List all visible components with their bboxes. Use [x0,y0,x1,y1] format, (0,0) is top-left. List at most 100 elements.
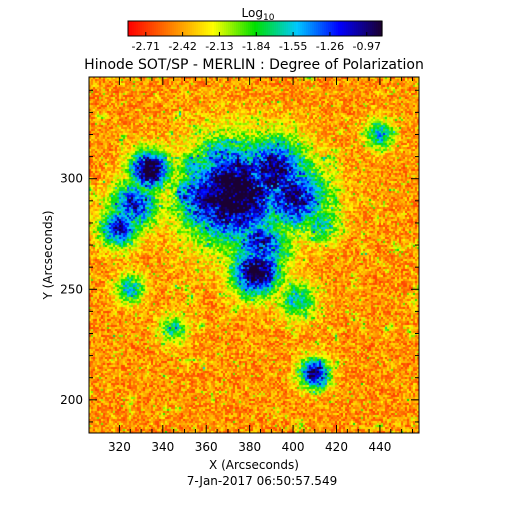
colorbar-segment [342,21,345,36]
colorbar-segment [178,21,181,36]
colorbar-segment [296,21,299,36]
colorbar-segment [298,21,301,36]
colorbar-segment [286,21,289,36]
colorbar-segment [306,21,309,36]
colorbar-segment [348,21,351,36]
colorbar-tick-label: -1.26 [316,40,344,53]
colorbar-segment [250,21,253,36]
colorbar-segment [254,21,257,36]
colorbar-segment [380,21,383,36]
colorbar-segment [316,21,319,36]
colorbar-segment [354,21,357,36]
colorbar [128,21,383,36]
colorbar-segment [334,21,337,36]
colorbar-segment [268,21,271,36]
colorbar-segment [356,21,359,36]
colorbar-segment [190,21,193,36]
colorbar-segment [364,21,367,36]
colorbar-ticks: -2.71 -2.42 -2.13 -1.84 -1.55 -1.26 -0.97 [132,32,381,53]
colorbar-segment [246,21,249,36]
colorbar-segment [214,21,217,36]
colorbar-segment [228,21,231,36]
colorbar-segment [206,21,209,36]
x-tick-label: 380 [238,440,261,454]
colorbar-segment [150,21,153,36]
colorbar-segment [156,21,159,36]
colorbar-segment [358,21,361,36]
colorbar-segment [196,21,199,36]
colorbar-segment [312,21,315,36]
colorbar-segment [174,21,177,36]
colorbar-segment [146,21,149,36]
chart-title: Hinode SOT/SP - MERLIN : Degree of Polar… [84,57,424,73]
y-tick-label: 300 [60,172,83,186]
colorbar-segment [224,21,227,36]
colorbar-segment [210,21,213,36]
colorbar-segment [134,21,137,36]
colorbar-segment [376,21,379,36]
x-axis-label: X (Arcseconds) [209,458,299,472]
colorbar-segment [180,21,183,36]
colorbar-segment [244,21,247,36]
colorbar-segment [168,21,171,36]
colorbar-segment [320,21,323,36]
colorbar-segment [216,21,219,36]
colorbar-segment [256,21,259,36]
colorbar-label: Log10 [242,6,275,23]
colorbar-segment [278,21,281,36]
colorbar-segment [292,21,295,36]
colorbar-segment [188,21,191,36]
colorbar-segment [226,21,229,36]
colorbar-segment [324,21,327,36]
colorbar-segment [148,21,151,36]
colorbar-segment [166,21,169,36]
colorbar-segment [338,21,341,36]
colorbar-frame [127,20,383,37]
colorbar-segment [186,21,189,36]
colorbar-segment [362,21,365,36]
colorbar-segment [302,21,305,36]
colorbar-segment [270,21,273,36]
colorbar-segment [132,21,135,36]
colorbar-segment [182,21,185,36]
colorbar-segment [140,21,143,36]
colorbar-segment [142,21,145,36]
colorbar-segment [374,21,377,36]
colorbar-segment [176,21,179,36]
colorbar-segment [318,21,321,36]
colorbar-segment [352,21,355,36]
colorbar-segment [202,21,205,36]
plot-frame [88,76,420,434]
colorbar-segment [266,21,269,36]
colorbar-segment [276,21,279,36]
colorbar-segment [300,21,303,36]
colorbar-segment [280,21,283,36]
colorbar-segment [172,21,175,36]
colorbar-segment [144,21,147,36]
colorbar-segment [236,21,239,36]
colorbar-segment [198,21,201,36]
x-tick-label: 400 [282,440,305,454]
colorbar-segment [344,21,347,36]
colorbar-tick-label: -0.97 [353,40,381,53]
colorbar-segment [242,21,245,36]
colorbar-segment [160,21,163,36]
colorbar-segment [372,21,375,36]
colorbar-segment [262,21,265,36]
y-axis-label: Y (Arcseconds) [41,210,55,300]
y-axis-ticks: 200 250 300 [60,89,419,423]
colorbar-segment [274,21,277,36]
colorbar-segment [360,21,363,36]
y-tick-label: 250 [60,282,83,296]
x-tick-label: 360 [195,440,218,454]
colorbar-segment [326,21,329,36]
colorbar-segment [322,21,325,36]
colorbar-segment [370,21,373,36]
colorbar-segment [164,21,167,36]
x-tick-label: 440 [368,440,391,454]
colorbar-segment [258,21,261,36]
colorbar-segment [248,21,251,36]
colorbar-segment [304,21,307,36]
colorbar-segment [170,21,173,36]
